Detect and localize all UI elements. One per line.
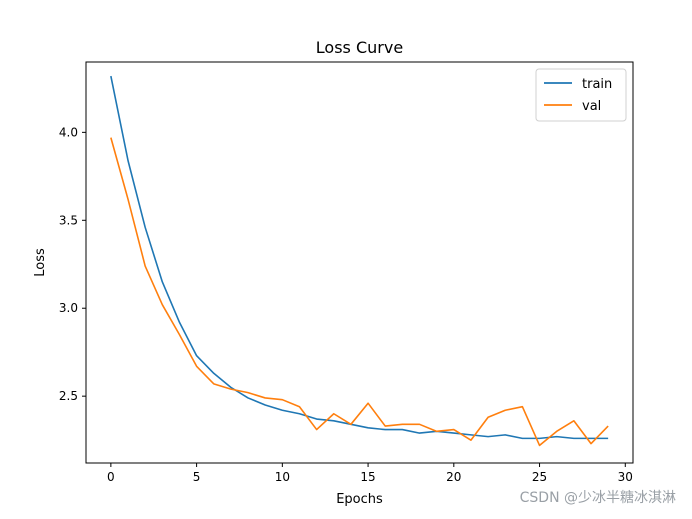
data-point-val — [521, 406, 523, 408]
x-tick-label: 5 — [193, 470, 201, 484]
legend-label-train: train — [582, 77, 612, 92]
data-point-train — [556, 436, 558, 438]
legend-label-val: val — [582, 99, 601, 114]
y-tick-label: 3.5 — [59, 213, 78, 227]
x-axis-label: Epochs — [336, 492, 383, 507]
data-point-val — [487, 416, 489, 418]
plot-frame — [85, 61, 634, 464]
series-line-train — [110, 75, 609, 440]
chart-title: Loss Curve — [316, 38, 403, 57]
legend-box — [535, 68, 627, 122]
data-point-train — [590, 437, 592, 439]
data-point-val — [436, 430, 438, 432]
data-point-val — [401, 423, 403, 425]
x-tick-label: 25 — [532, 470, 547, 484]
plot-area — [85, 61, 634, 464]
data-point-val — [590, 443, 592, 445]
data-point-train — [607, 437, 609, 439]
data-point-train — [401, 429, 403, 431]
data-point-train — [470, 434, 472, 436]
y-tick-label: 4.0 — [59, 125, 78, 139]
data-point-train — [264, 404, 266, 406]
data-point-train — [299, 413, 301, 415]
data-point-val — [539, 445, 541, 447]
legend: train val — [535, 68, 627, 122]
data-point-val — [573, 420, 575, 422]
data-point-val — [367, 402, 369, 404]
data-point-val — [333, 413, 335, 415]
data-point-train — [281, 409, 283, 411]
data-point-val — [470, 439, 472, 441]
data-point-val — [127, 198, 129, 200]
data-point-train — [333, 420, 335, 422]
watermark: CSDN @少冰半糖冰淇淋 — [519, 490, 676, 506]
data-point-val — [110, 137, 112, 139]
data-point-val — [453, 429, 455, 431]
data-point-train — [247, 397, 249, 399]
data-point-train — [316, 418, 318, 420]
x-tick-label: 30 — [618, 470, 633, 484]
data-point-val — [299, 406, 301, 408]
data-point-train — [384, 429, 386, 431]
data-point-val — [556, 430, 558, 432]
data-point-val — [350, 423, 352, 425]
x-tick-label: 20 — [446, 470, 461, 484]
data-point-val — [384, 425, 386, 427]
y-tick-label: 3.0 — [59, 301, 78, 315]
data-point-val — [161, 304, 163, 306]
data-point-train — [487, 436, 489, 438]
data-point-val — [196, 365, 198, 367]
data-point-val — [419, 423, 421, 425]
data-point-train — [127, 160, 129, 162]
data-point-train — [521, 437, 523, 439]
data-point-train — [144, 226, 146, 228]
data-point-val — [281, 399, 283, 401]
data-point-val — [230, 388, 232, 390]
data-point-train — [367, 427, 369, 429]
data-point-train — [419, 432, 421, 434]
series-lines — [110, 75, 609, 447]
data-point-train — [110, 75, 112, 77]
data-point-val — [607, 425, 609, 427]
series-line-val — [110, 137, 609, 447]
data-point-val — [179, 334, 181, 336]
x-tick-label: 10 — [275, 470, 290, 484]
x-tick-label: 0 — [107, 470, 115, 484]
x-axis-ticks: 0 5 10 15 20 25 30 — [107, 463, 633, 484]
data-point-train — [573, 437, 575, 439]
data-point-val — [213, 383, 215, 385]
y-tick-label: 2.5 — [59, 389, 78, 403]
data-point-train — [213, 372, 215, 374]
data-point-val — [144, 265, 146, 267]
x-tick-label: 15 — [360, 470, 375, 484]
data-point-train — [230, 386, 232, 388]
data-point-val — [504, 409, 506, 411]
y-axis-ticks: 2.5 3.0 3.5 4.0 — [59, 125, 86, 403]
data-point-train — [453, 432, 455, 434]
data-point-train — [196, 355, 198, 357]
data-point-train — [179, 321, 181, 323]
y-axis-label: Loss — [33, 248, 48, 277]
data-point-train — [504, 434, 506, 436]
data-point-val — [264, 397, 266, 399]
data-point-train — [161, 281, 163, 283]
data-point-train — [539, 437, 541, 439]
data-point-val — [316, 429, 318, 431]
data-point-val — [247, 392, 249, 394]
